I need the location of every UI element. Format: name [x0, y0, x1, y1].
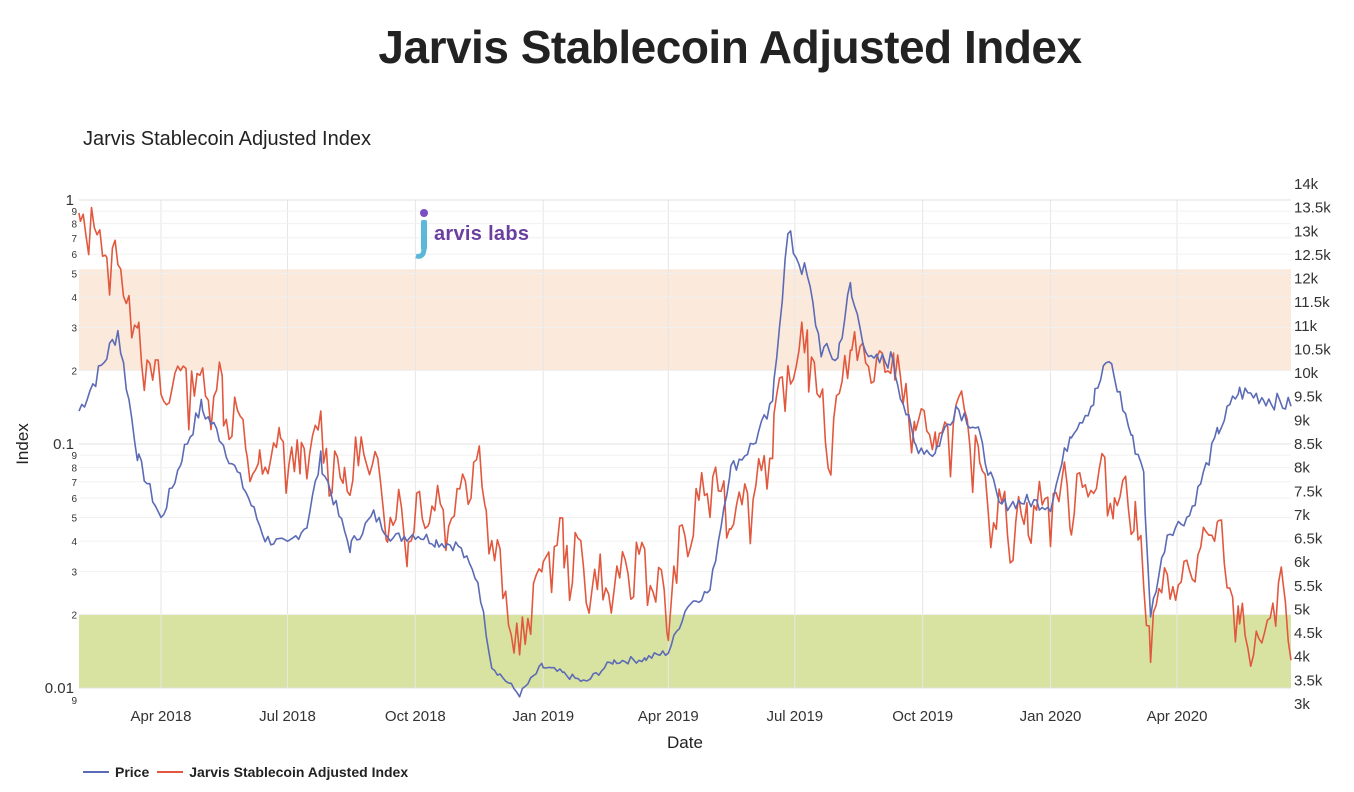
y-axis-title: Index	[13, 423, 32, 465]
y-left-minor-label: 9	[71, 696, 77, 707]
y-left-minor-label: 7	[71, 234, 77, 245]
y-left-major-label: 0.01	[45, 680, 74, 697]
legend-item-price[interactable]: Price	[83, 764, 149, 780]
y-right-tick-label: 3.5k	[1294, 672, 1323, 689]
y-right-tick-label: 12k	[1294, 271, 1319, 288]
x-tick-label: Apr 2020	[1147, 708, 1208, 725]
y-left-minor-label: 7	[71, 478, 77, 489]
legend-swatch-price	[83, 771, 109, 773]
x-tick-label: Jul 2019	[766, 708, 823, 725]
y-right-tick-label: 11.5k	[1294, 294, 1330, 311]
y-left-minor-label: 8	[71, 464, 77, 475]
y-left-minor-label: 5	[71, 269, 77, 280]
y-right-tick-label: 7k	[1294, 507, 1310, 524]
y-right-tick-label: 9.5k	[1294, 389, 1323, 406]
y-right-tick-label: 8k	[1294, 460, 1310, 477]
y-right-tick-label: 6.5k	[1294, 531, 1323, 548]
jarvis-labs-logo: arvis labs	[414, 208, 529, 260]
x-tick-label: Oct 2019	[892, 708, 953, 725]
y-left-minor-label: 9	[71, 451, 77, 462]
y-right-tick-label: 14k	[1294, 176, 1319, 193]
x-tick-label: Oct 2018	[385, 708, 446, 725]
y-right-tick-label: 13.5k	[1294, 200, 1331, 217]
y-right-tick-label: 5k	[1294, 601, 1310, 618]
y-left-minor-label: 3	[71, 324, 77, 335]
x-tick-label: Jan 2020	[1020, 708, 1082, 725]
y-left-major-label: 1	[66, 192, 74, 209]
legend-label-price: Price	[115, 764, 150, 780]
y-left-minor-label: 6	[71, 250, 77, 261]
y-left-minor-label: 2	[71, 611, 77, 622]
upper-band	[79, 269, 1291, 371]
x-axis-title: Date	[667, 733, 703, 752]
y-right-tick-label: 10k	[1294, 365, 1319, 382]
axes-layer: Apr 2018 Jul 2018 Oct 2018 Jan 2019 Apr 2019…	[13, 176, 1331, 752]
legend-item-index[interactable]: Jarvis Stablecoin Adjusted Index	[157, 764, 408, 780]
legend-swatch-index	[157, 771, 184, 773]
y-right-tick-label: 8.5k	[1294, 436, 1323, 453]
y-right-tick-label: 13k	[1294, 223, 1319, 240]
legend-label-index: Jarvis Stablecoin Adjusted Index	[189, 764, 409, 780]
y-left-minor-label: 4	[71, 293, 77, 304]
y-left-minor-label: 5	[71, 513, 77, 524]
logo-text: arvis labs	[434, 222, 530, 245]
y-right-tick-label: 4k	[1294, 649, 1310, 666]
y-right-tick-label: 9k	[1294, 412, 1310, 429]
y-left-minor-label: 4	[71, 537, 77, 548]
y-right-tick-label: 4.5k	[1294, 625, 1323, 642]
chart-title: Jarvis Stablecoin Adjusted Index	[83, 128, 371, 150]
y-left-minor-label: 2	[71, 367, 77, 378]
y-right-tick-label: 6k	[1294, 554, 1310, 571]
legend: Price Jarvis Stablecoin Adjusted Index	[83, 764, 416, 780]
page-title: Jarvis Stablecoin Adjusted Index	[378, 21, 1082, 73]
y-right-tick-label: 3k	[1294, 696, 1310, 713]
x-tick-label: Jul 2018	[259, 708, 316, 725]
y-left-major-label: 0.1	[53, 436, 74, 453]
y-right-tick-label: 11k	[1294, 318, 1318, 335]
series-layer	[78, 206, 1292, 698]
x-tick-label: Apr 2019	[638, 708, 699, 725]
y-left-minor-label: 6	[71, 494, 77, 505]
y-left-minor-label: 3	[71, 568, 77, 579]
price-line	[78, 230, 1292, 698]
y-right-tick-label: 7.5k	[1294, 483, 1323, 500]
x-tick-label: Jan 2019	[512, 708, 574, 725]
x-tick-label: Apr 2018	[131, 708, 192, 725]
y-left-minor-label: 9	[71, 207, 77, 218]
lower-band	[79, 614, 1291, 688]
band-layer	[79, 269, 1291, 688]
y-right-tick-label: 5.5k	[1294, 578, 1323, 595]
y-right-tick-label: 12.5k	[1294, 247, 1331, 264]
logo-j-icon	[414, 208, 432, 260]
y-right-tick-label: 10.5k	[1294, 341, 1331, 358]
grid-layer	[79, 199, 1291, 689]
index-line	[78, 206, 1292, 668]
y-left-minor-label: 8	[71, 220, 77, 231]
